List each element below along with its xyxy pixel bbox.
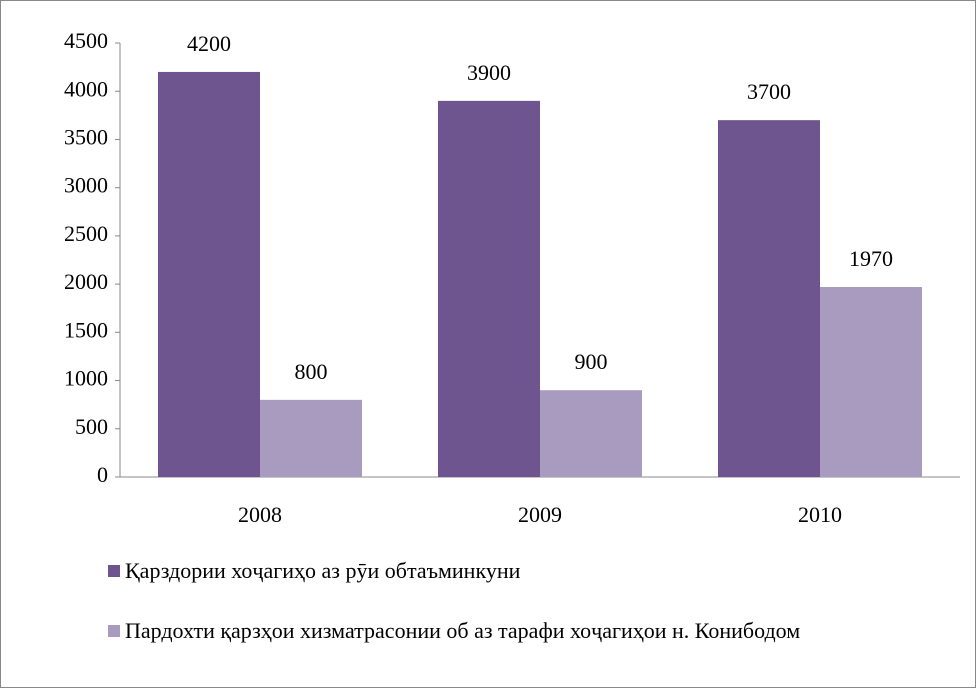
data-label: 800 xyxy=(295,359,328,384)
legend-swatch xyxy=(108,625,120,637)
legend: Қарздории хоҷагиҳо аз рӯи обтаъминкуни Па… xyxy=(108,556,958,676)
bar xyxy=(718,120,820,478)
y-tick-label: 4500 xyxy=(64,28,108,53)
bar xyxy=(820,287,922,477)
legend-swatch xyxy=(108,565,120,577)
data-label: 3900 xyxy=(467,60,511,85)
legend-item: Пардохти қарзҳои хизматрасонии об аз тар… xyxy=(108,616,958,646)
x-tick-label: 2010 xyxy=(798,502,842,527)
legend-item: Қарздории хоҷагиҳо аз рӯи обтаъминкуни xyxy=(108,556,958,586)
x-tick-label: 2008 xyxy=(238,502,282,527)
y-tick-label: 2000 xyxy=(64,269,108,294)
y-tick-label: 1500 xyxy=(64,317,108,342)
y-tick-label: 0 xyxy=(97,462,108,487)
data-label: 3700 xyxy=(747,79,791,104)
bar xyxy=(438,100,540,477)
legend-label: Қарздории хоҷагиҳо аз рӯи обтаъминкуни xyxy=(125,558,521,583)
y-tick-label: 2500 xyxy=(64,221,108,246)
y-tick-label: 1000 xyxy=(64,366,108,391)
x-tick-label: 2009 xyxy=(518,502,562,527)
y-tick-label: 3500 xyxy=(64,124,108,149)
legend-label: Пардохти қарзҳои хизматрасонии об аз тар… xyxy=(125,618,801,643)
bar xyxy=(158,71,260,477)
data-label: 4200 xyxy=(187,31,231,56)
y-tick-label: 3000 xyxy=(64,173,108,198)
bar xyxy=(540,390,642,477)
data-label: 1970 xyxy=(849,246,893,271)
y-tick-label: 500 xyxy=(75,414,108,439)
bar xyxy=(260,399,362,477)
y-tick-label: 4000 xyxy=(64,76,108,101)
data-label: 900 xyxy=(575,349,608,374)
